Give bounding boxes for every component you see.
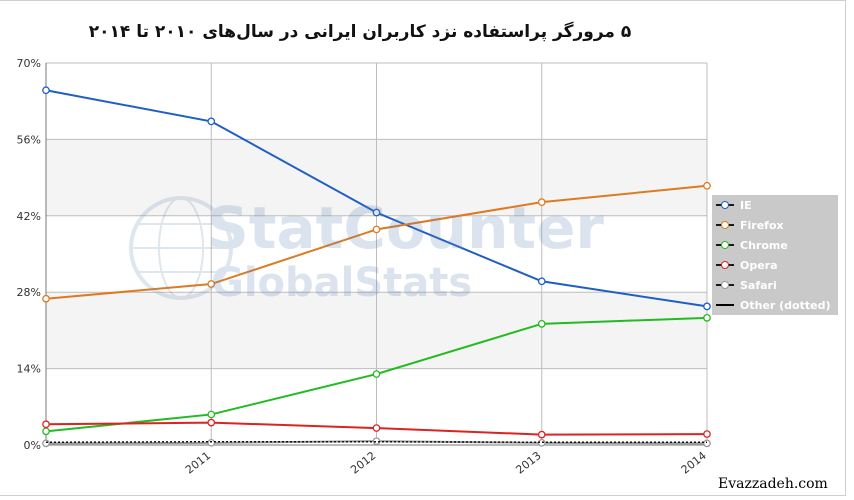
legend-item: Firefox: [716, 217, 784, 233]
legend-swatch: [716, 279, 734, 291]
legend-swatch: [716, 219, 734, 231]
series-lines: [42, 86, 711, 448]
data-point: [537, 320, 546, 328]
data-point: [207, 280, 216, 288]
data-point: [207, 418, 216, 427]
y-tick-label: 42%: [17, 210, 41, 223]
data-point: [42, 439, 50, 448]
data-point: [703, 430, 711, 438]
data-point: [372, 370, 381, 378]
x-tick-label: 2013: [514, 449, 544, 476]
legend-label: Firefox: [740, 218, 784, 232]
legend-item: Chrome: [716, 237, 788, 253]
data-point: [703, 439, 711, 448]
data-point: [207, 410, 216, 419]
data-point: [372, 208, 381, 217]
legend-item: Safari: [716, 277, 777, 293]
data-point: [537, 198, 546, 207]
chart-legend: IE Firefox Chrome Opera Safari Other (dotted): [712, 195, 838, 315]
legend-item: IE: [716, 197, 752, 213]
y-tick-label: 70%: [17, 57, 41, 70]
legend-swatch: [716, 259, 734, 271]
data-point: [42, 86, 50, 95]
data-point: [207, 438, 216, 447]
data-point: [372, 225, 381, 234]
data-point: [703, 181, 711, 190]
legend-swatch: [716, 199, 734, 211]
legend-swatch: [716, 299, 734, 311]
y-tick-label: 28%: [17, 286, 41, 299]
legend-label: Opera: [740, 258, 778, 272]
data-point: [703, 313, 711, 322]
y-tick-label: 0%: [24, 439, 41, 452]
x-tick-label: 2011: [183, 449, 213, 476]
y-tick-label: 56%: [17, 133, 41, 146]
chart-title: ۵ مرورگر پراستفاده نزد کاربران ایرانی در…: [88, 22, 632, 42]
data-point: [537, 430, 546, 439]
legend-item: Other (dotted): [716, 297, 831, 313]
x-tick-label: 2014: [679, 449, 709, 476]
data-point: [42, 294, 50, 303]
data-point: [42, 420, 50, 429]
legend-label: Chrome: [740, 238, 788, 252]
legend-label: IE: [740, 198, 752, 212]
legend-item: Opera: [716, 257, 778, 273]
data-point: [372, 424, 381, 432]
x-tick-label: 2012: [348, 449, 378, 476]
data-point: [42, 427, 50, 436]
legend-swatch: [716, 239, 734, 251]
legend-label: Safari: [740, 278, 777, 292]
site-credit: Evazzadeh.com: [718, 476, 828, 492]
data-point: [207, 117, 216, 126]
data-point: [703, 302, 711, 311]
legend-label: Other (dotted): [740, 298, 831, 312]
y-tick-label: 14%: [17, 363, 41, 376]
data-point: [537, 277, 546, 286]
